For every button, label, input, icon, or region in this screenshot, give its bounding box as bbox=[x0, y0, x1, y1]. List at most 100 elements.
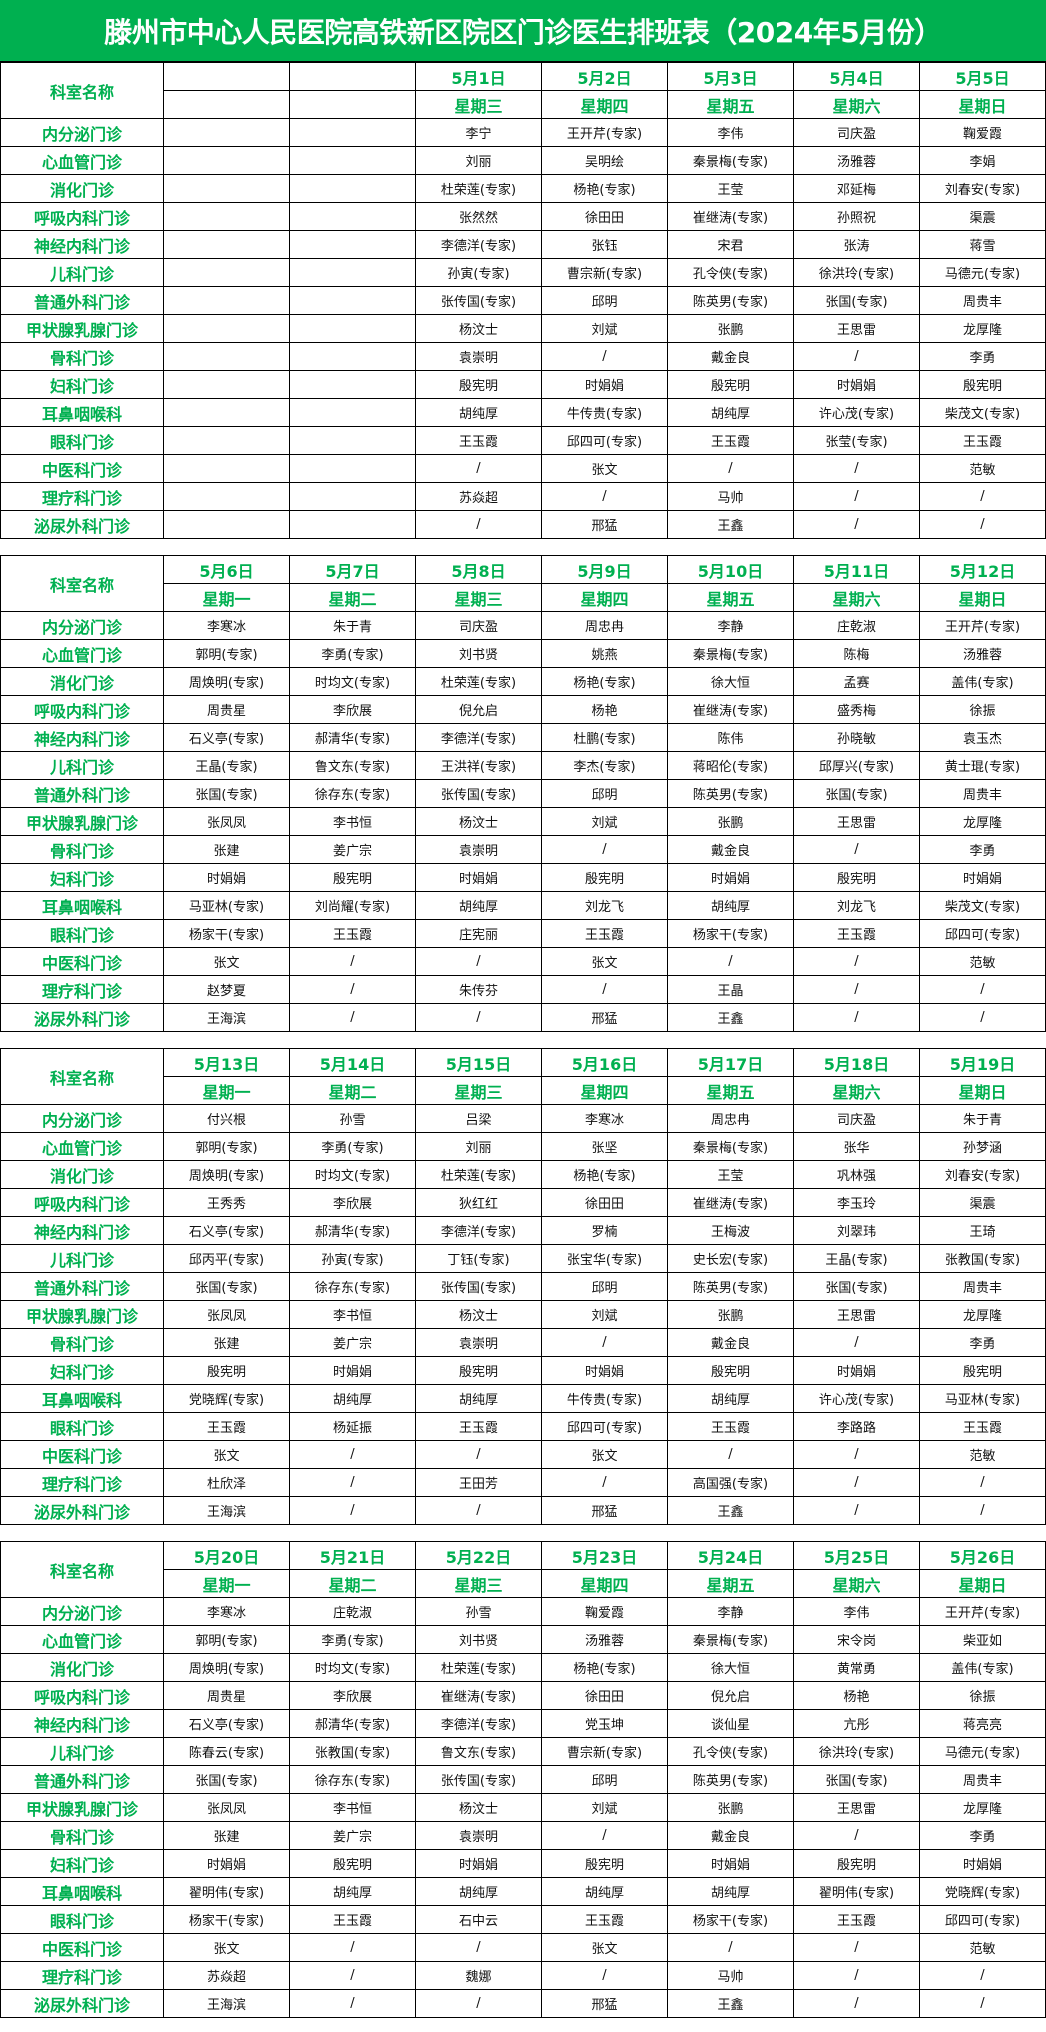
doctor-cell: 孔令侠(专家) bbox=[667, 1737, 794, 1766]
dept-header: 科室名称 bbox=[0, 1048, 164, 1105]
doctor-cell: 史长宏(专家) bbox=[667, 1244, 794, 1273]
doctor-cell: 殷宪明 bbox=[793, 1849, 920, 1878]
doctor-cell: 张然然 bbox=[415, 202, 542, 231]
dept-name: 甲状腺乳腺门诊 bbox=[0, 807, 164, 836]
doctor-cell: 时娟娟 bbox=[793, 1356, 920, 1385]
doctor-cell: 时娟娟 bbox=[289, 1356, 416, 1385]
doctor-cell: 李宁 bbox=[415, 118, 542, 147]
doctor-cell: 张文 bbox=[541, 947, 668, 976]
doctor-cell: 徐振 bbox=[919, 695, 1046, 724]
doctor-cell bbox=[289, 426, 416, 455]
weekday-cell: 星期四 bbox=[541, 1076, 668, 1105]
doctor-cell: / bbox=[541, 1328, 668, 1357]
doctor-cell: 时娟娟 bbox=[919, 1849, 1046, 1878]
table-row: 神经内科门诊 李德洋(专家) 张钰 宋君 张涛 蒋雪 bbox=[0, 230, 1046, 259]
doctor-cell: 张坚 bbox=[541, 1132, 668, 1161]
doctor-cell: / bbox=[289, 1496, 416, 1525]
dept-name: 理疗科门诊 bbox=[0, 975, 164, 1004]
dept-name: 骨科门诊 bbox=[0, 835, 164, 864]
doctor-cell: 狄红红 bbox=[415, 1188, 542, 1217]
table-row: 甲状腺乳腺门诊 张凤凤 李书恒 杨汶士 刘斌 张鹏 王思雷 龙厚隆 bbox=[0, 1793, 1046, 1822]
doctor-cell: 邱四可(专家) bbox=[919, 1905, 1046, 1934]
doctor-cell bbox=[163, 286, 290, 315]
table-row: 内分泌门诊 李寒冰 朱于青 司庆盈 周忠冉 李静 庄乾淑 王开芹(专家) bbox=[0, 611, 1046, 640]
doctor-cell: 张文 bbox=[163, 1933, 290, 1962]
dept-name: 甲状腺乳腺门诊 bbox=[0, 1300, 164, 1329]
doctor-cell: 陈春云(专家) bbox=[163, 1737, 290, 1766]
dept-name: 神经内科门诊 bbox=[0, 1709, 164, 1738]
doctor-cell: 张凤凤 bbox=[163, 807, 290, 836]
table-row: 普通外科门诊 张国(专家) 徐存东(专家) 张传国(专家) 邱明 陈英男(专家) 张国(专家… bbox=[0, 779, 1046, 808]
table-row: 骨科门诊 张建 姜广宗 袁崇明 / 戴金良 / 李勇 bbox=[0, 1328, 1046, 1357]
doctor-cell: 宋令岗 bbox=[793, 1625, 920, 1654]
doctor-cell: 李勇 bbox=[919, 342, 1046, 371]
doctor-cell: 王玉霞 bbox=[919, 426, 1046, 455]
doctor-cell: 马帅 bbox=[667, 1961, 794, 1990]
dept-name: 甲状腺乳腺门诊 bbox=[0, 1793, 164, 1822]
doctor-cell: 李伟 bbox=[793, 1597, 920, 1626]
date-cell: 5月12日 bbox=[919, 555, 1046, 584]
dept-name: 内分泌门诊 bbox=[0, 611, 164, 640]
doctor-cell bbox=[289, 146, 416, 175]
doctor-cell: 徐存东(专家) bbox=[289, 1272, 416, 1301]
doctor-cell: 郭明(专家) bbox=[163, 639, 290, 668]
doctor-cell: 鲁文东(专家) bbox=[415, 1737, 542, 1766]
doctor-cell: 许心茂(专家) bbox=[793, 398, 920, 427]
doctor-cell: / bbox=[541, 482, 668, 511]
doctor-cell: 牛传贵(专家) bbox=[541, 1384, 668, 1413]
doctor-cell: 姚燕 bbox=[541, 639, 668, 668]
dept-name: 消化门诊 bbox=[0, 1653, 164, 1682]
date-cell: 5月7日 bbox=[289, 555, 416, 584]
doctor-cell: 杨艳(专家) bbox=[541, 667, 668, 696]
weekday-cell: 星期六 bbox=[793, 1569, 920, 1598]
doctor-cell: 李书恒 bbox=[289, 807, 416, 836]
dept-name: 泌尿外科门诊 bbox=[0, 1989, 164, 2018]
doctor-cell: 王玉霞 bbox=[667, 1412, 794, 1441]
doctor-cell: 秦景梅(专家) bbox=[667, 146, 794, 175]
table-row: 呼吸内科门诊 王秀秀 李欣展 狄红红 徐田田 崔继涛(专家) 李玉玲 渠震 bbox=[0, 1188, 1046, 1217]
doctor-cell: 胡纯厚 bbox=[289, 1384, 416, 1413]
doctor-cell bbox=[289, 230, 416, 259]
doctor-cell: 徐大恒 bbox=[667, 667, 794, 696]
doctor-cell: 邓延梅 bbox=[793, 174, 920, 203]
doctor-cell: 徐大恒 bbox=[667, 1653, 794, 1682]
doctor-cell bbox=[163, 314, 290, 343]
doctor-cell: 苏焱超 bbox=[163, 1961, 290, 1990]
doctor-cell: 王琦 bbox=[919, 1216, 1046, 1245]
doctor-cell: / bbox=[793, 342, 920, 371]
doctor-cell bbox=[289, 202, 416, 231]
doctor-cell: 李欣展 bbox=[289, 1681, 416, 1710]
date-row: 科室名称 5月13日 5月14日 5月15日 5月16日 5月17日 5月18日 5月19日 bbox=[0, 1048, 1046, 1105]
doctor-cell bbox=[163, 454, 290, 483]
date-cell: 5月14日 bbox=[289, 1048, 416, 1077]
doctor-cell: 盛秀梅 bbox=[793, 695, 920, 724]
doctor-cell: 胡纯厚 bbox=[667, 398, 794, 427]
doctor-cell: 邢猛 bbox=[541, 1989, 668, 2018]
date-cell: 5月18日 bbox=[793, 1048, 920, 1077]
doctor-cell: / bbox=[919, 510, 1046, 539]
date-cell: 5月1日 bbox=[415, 62, 542, 91]
doctor-cell: 时娟娟 bbox=[163, 1849, 290, 1878]
dept-name: 内分泌门诊 bbox=[0, 1104, 164, 1133]
doctor-cell: 张国(专家) bbox=[793, 779, 920, 808]
doctor-cell: 刘龙飞 bbox=[541, 891, 668, 920]
doctor-cell: 孟赛 bbox=[793, 667, 920, 696]
date-cell: 5月24日 bbox=[667, 1541, 794, 1570]
table-row: 心血管门诊 刘丽 吴明绘 秦景梅(专家) 汤雅蓉 李娟 bbox=[0, 146, 1046, 175]
doctor-cell: 郝清华(专家) bbox=[289, 1709, 416, 1738]
date-cell: 5月11日 bbox=[793, 555, 920, 584]
doctor-cell: 李勇(专家) bbox=[289, 1625, 416, 1654]
table-row: 呼吸内科门诊 周贵星 李欣展 倪允启 杨艳 崔继涛(专家) 盛秀梅 徐振 bbox=[0, 695, 1046, 724]
dept-name: 神经内科门诊 bbox=[0, 723, 164, 752]
doctor-cell: 范敏 bbox=[919, 1440, 1046, 1469]
schedule-table: 科室名称 5月20日 5月21日 5月22日 5月23日 5月24日 5月25日 5月26日星… bbox=[0, 1541, 1046, 2018]
doctor-cell: 邢猛 bbox=[541, 1003, 668, 1032]
doctor-cell: 刘尚耀(专家) bbox=[289, 891, 416, 920]
doctor-cell: / bbox=[289, 1440, 416, 1469]
doctor-cell: 李寒冰 bbox=[163, 1597, 290, 1626]
doctor-cell: 时娟娟 bbox=[793, 370, 920, 399]
doctor-cell: 张教国(专家) bbox=[919, 1244, 1046, 1273]
dept-name: 儿科门诊 bbox=[0, 1737, 164, 1766]
weekday-cell: 星期六 bbox=[793, 1076, 920, 1105]
weekday-cell: 星期二 bbox=[289, 1076, 416, 1105]
